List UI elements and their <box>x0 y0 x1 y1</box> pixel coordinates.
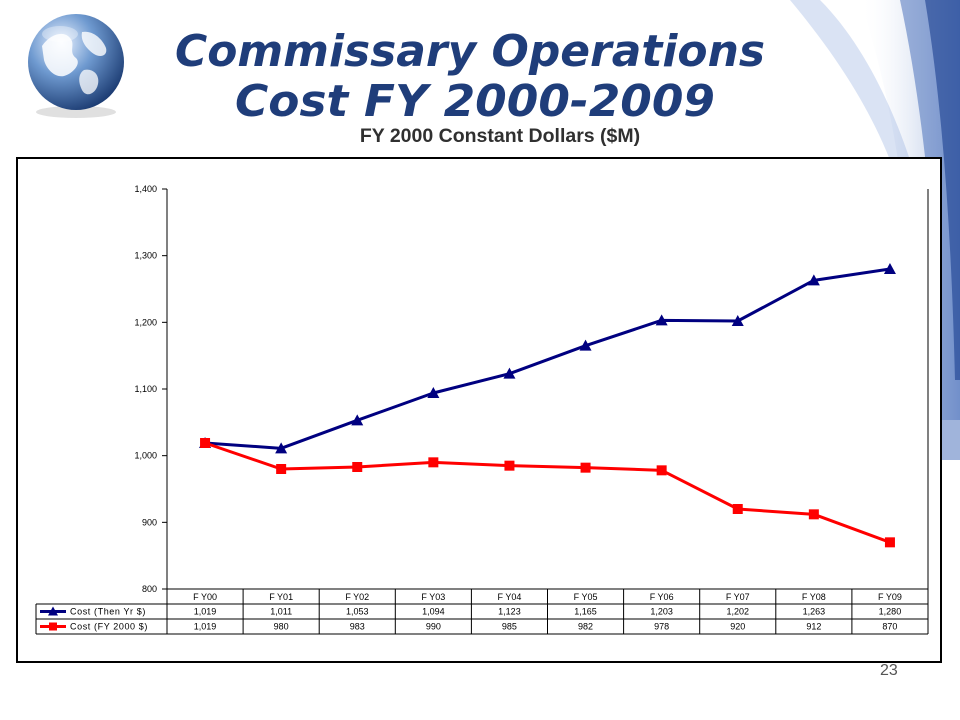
x-category-label: F Y00 <box>193 592 217 602</box>
slide-title: Commissary Operations Cost FY 2000-2009 <box>171 24 769 124</box>
data-point-triangle <box>731 315 744 326</box>
data-point-triangle <box>427 387 440 398</box>
x-category-label: F Y08 <box>802 592 826 602</box>
data-table-cell: 1,263 <box>803 607 826 617</box>
data-table-cell: 1,094 <box>422 607 445 617</box>
data-table-cell: 1,053 <box>346 607 369 617</box>
data-table-cell: 1,011 <box>270 607 292 617</box>
y-tick-label: 1,200 <box>134 317 157 327</box>
data-point-square <box>428 457 439 468</box>
data-table-cell: 912 <box>806 622 821 632</box>
data-table-cell: 990 <box>426 622 441 632</box>
legend-label: Cost (Then Yr $) <box>70 607 146 617</box>
y-tick-label: 1,400 <box>134 184 157 194</box>
y-tick-label: 1,300 <box>134 251 157 261</box>
x-category-label: F Y06 <box>650 592 674 602</box>
data-table-cell: 983 <box>350 622 365 632</box>
title-line-2: Cost FY 2000-2009 <box>235 76 715 124</box>
chart-subtitle: FY 2000 Constant Dollars ($M) <box>359 125 641 147</box>
x-category-label: F Y05 <box>574 592 598 602</box>
x-category-label: F Y07 <box>726 592 750 602</box>
data-table-cell: 1,165 <box>574 607 597 617</box>
legend-label: Cost (FY 2000 $) <box>70 622 148 632</box>
title-line-1: Commissary Operations <box>175 26 765 77</box>
data-table-cell: 985 <box>502 622 517 632</box>
data-point-square <box>580 462 591 473</box>
x-category-label: F Y04 <box>498 592 522 602</box>
data-point-triangle <box>351 414 364 426</box>
data-point-square <box>352 462 363 472</box>
data-table-cell: 978 <box>654 622 669 632</box>
data-table-cell: 980 <box>274 622 289 632</box>
legend-marker <box>48 606 58 616</box>
data-table-cell: 1,123 <box>498 607 521 617</box>
y-tick-label: 1,000 <box>134 451 157 461</box>
data-point-triangle <box>883 263 896 274</box>
data-table-cell: 1,019 <box>194 622 217 632</box>
data-point-triangle <box>275 442 288 454</box>
data-point-square <box>656 465 667 476</box>
data-point-triangle <box>503 367 516 379</box>
data-point-square <box>884 537 895 548</box>
line-chart: 800 900 1,000 1,100 1,200 1,300 1,400 F Y00 F Y0… <box>35 184 929 635</box>
data-point-triangle <box>655 314 668 326</box>
chart-frame: 800 900 1,000 1,100 1,200 1,300 1,400 F Y00 F Y0… <box>16 157 942 663</box>
data-point-triangle <box>579 339 592 351</box>
data-point-square <box>504 460 515 471</box>
x-category-label: F Y01 <box>269 592 293 602</box>
globe-icon <box>28 14 124 118</box>
series-line <box>204 267 891 450</box>
page-number: 23 <box>880 662 898 679</box>
data-table-cell: 1,203 <box>650 607 673 617</box>
data-table-cell: 1,202 <box>726 607 749 617</box>
x-category-label: F Y02 <box>345 592 369 602</box>
x-category-label: F Y09 <box>878 592 902 602</box>
data-point-square <box>200 438 211 448</box>
data-point-square <box>808 509 819 520</box>
x-category-label: F Y03 <box>421 592 445 602</box>
data-table-cell: 1,019 <box>194 607 217 617</box>
data-point-square <box>276 464 287 474</box>
legend-marker <box>49 622 57 631</box>
data-point-square <box>732 504 743 514</box>
series-line <box>204 441 891 544</box>
data-table-cell: 1,280 <box>879 607 902 617</box>
y-tick-label: 1,100 <box>134 384 157 394</box>
data-table-cell: 920 <box>730 622 745 632</box>
data-table-cell: 982 <box>578 622 593 632</box>
data-point-triangle <box>807 274 820 286</box>
y-tick-label: 800 <box>142 584 157 594</box>
y-tick-label: 900 <box>142 517 157 527</box>
data-table-cell: 870 <box>882 622 897 632</box>
